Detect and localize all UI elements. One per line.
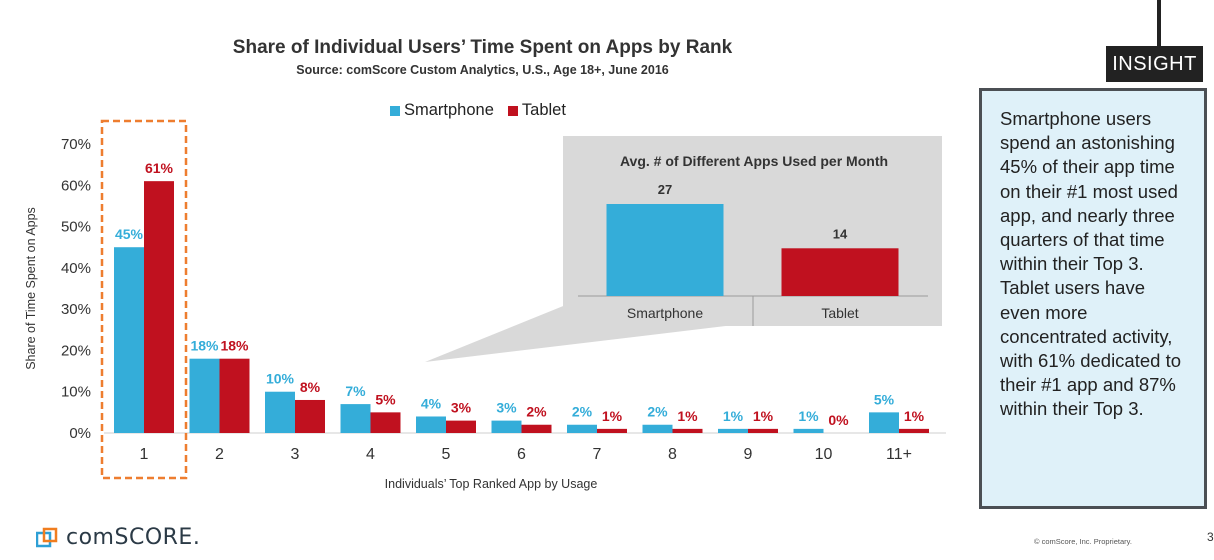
x-tick-label: 11+ — [886, 446, 912, 463]
y-tick-label: 50% — [61, 219, 91, 236]
x-tick-label: 3 — [291, 446, 300, 463]
bar-tablet-2 — [219, 358, 250, 433]
inset-x-tick-label: Smartphone — [627, 305, 703, 321]
bar-tablet-1 — [144, 181, 174, 433]
inset-title: Avg. # of Different Apps Used per Month — [620, 153, 888, 169]
data-label-smartphone-7: 2% — [572, 404, 593, 420]
bar-tablet-3 — [295, 399, 325, 433]
data-label-smartphone-11+: 5% — [874, 391, 895, 407]
x-tick-label: 9 — [744, 446, 753, 463]
y-tick-label: 30% — [61, 301, 91, 318]
x-tick-label: 10 — [815, 446, 833, 463]
x-tick-label: 4 — [366, 446, 375, 463]
inset-bar-smartphone — [606, 204, 724, 296]
x-axis-title: Individuals’ Top Ranked App by Usage — [385, 477, 598, 491]
bar-smartphone-7 — [567, 424, 597, 433]
bar-smartphone-6 — [491, 420, 522, 433]
bar-tablet-4 — [370, 412, 401, 433]
data-label-smartphone-8: 2% — [647, 404, 668, 420]
data-label-tablet-2: 18% — [220, 338, 249, 354]
bar-tablet-5 — [446, 420, 476, 433]
bar-tablet-7 — [597, 428, 627, 433]
inset-data-label: 14 — [833, 226, 848, 241]
chart-subtitle: Source: comScore Custom Analytics, U.S.,… — [296, 63, 669, 77]
inset-x-tick-label: Tablet — [821, 305, 858, 321]
y-tick-label: 10% — [61, 384, 91, 401]
insight-tag: INSIGHT — [1106, 46, 1203, 82]
x-tick-label: 1 — [140, 446, 149, 463]
x-tick-label: 5 — [442, 446, 451, 463]
inset-bar-tablet — [781, 248, 899, 296]
data-label-tablet-10: 0% — [828, 412, 849, 428]
data-label-smartphone-5: 4% — [421, 395, 442, 411]
page-number: 3 — [1207, 530, 1214, 544]
footer-copyright: © comScore, Inc. Proprietary. — [1034, 537, 1132, 546]
bar-smartphone-8 — [642, 424, 673, 433]
bar-tablet-8 — [672, 428, 703, 433]
data-label-smartphone-3: 10% — [266, 371, 295, 387]
data-label-tablet-11+: 1% — [904, 408, 925, 424]
y-tick-label: 20% — [61, 342, 91, 359]
bar-smartphone-2 — [189, 358, 220, 433]
y-axis-title: Share of Time Spent on Apps — [24, 207, 38, 370]
bar-smartphone-5 — [416, 416, 446, 433]
x-tick-label: 2 — [215, 446, 224, 463]
y-tick-label: 60% — [61, 177, 91, 194]
insight-box: Smartphone users spend an astonishing 45… — [979, 88, 1207, 509]
data-label-tablet-5: 3% — [451, 400, 472, 416]
y-tick-label: 0% — [69, 425, 91, 442]
data-label-tablet-4: 5% — [375, 391, 396, 407]
legend-label-smartphone: Smartphone — [404, 101, 494, 119]
bar-smartphone-4 — [340, 404, 371, 433]
bar-chart: 0%10%20%30%40%50%60%70%Share of Time Spe… — [24, 119, 946, 491]
legend-swatch-tablet — [507, 105, 518, 116]
x-tick-label: 7 — [593, 446, 602, 463]
insight-connector-line — [1157, 0, 1161, 46]
legend-item-tablet: Tablet — [507, 101, 566, 120]
data-label-smartphone-6: 3% — [496, 400, 517, 416]
data-label-smartphone-1: 45% — [115, 226, 144, 242]
data-label-smartphone-10: 1% — [798, 408, 819, 424]
bar-tablet-9 — [748, 428, 778, 433]
bar-smartphone-9 — [718, 428, 748, 433]
bar-tablet-11+ — [899, 428, 929, 433]
comscore-logo-text: comSCORE. — [66, 525, 201, 550]
x-tick-label: 6 — [517, 446, 526, 463]
comscore-logo: comSCORE. — [36, 525, 200, 550]
bar-smartphone-10 — [793, 428, 824, 433]
chart-legend: Smartphone Tablet — [390, 101, 566, 120]
data-label-smartphone-2: 18% — [190, 338, 219, 354]
data-label-tablet-8: 1% — [677, 408, 698, 424]
y-tick-label: 70% — [61, 136, 91, 153]
legend-item-smartphone: Smartphone — [390, 101, 494, 120]
legend-label-tablet: Tablet — [521, 101, 566, 119]
bar-smartphone-3 — [265, 391, 295, 433]
data-label-tablet-7: 1% — [602, 408, 623, 424]
data-label-tablet-9: 1% — [753, 408, 774, 424]
bar-tablet-6 — [521, 424, 552, 433]
legend-swatch-smartphone — [390, 105, 400, 116]
x-tick-label: 8 — [668, 446, 677, 463]
data-label-tablet-1: 61% — [145, 160, 174, 176]
chart-title: Share of Individual Users’ Time Spent on… — [232, 37, 733, 58]
bar-smartphone-1 — [114, 247, 144, 433]
bar-smartphone-11+ — [869, 412, 899, 433]
data-label-smartphone-9: 1% — [723, 408, 744, 424]
comscore-logo-icon — [36, 527, 58, 547]
data-label-tablet-3: 8% — [300, 379, 321, 395]
data-label-tablet-6: 2% — [526, 404, 547, 420]
y-tick-label: 40% — [61, 260, 91, 277]
data-label-smartphone-4: 7% — [345, 383, 366, 399]
inset-data-label: 27 — [658, 182, 672, 197]
